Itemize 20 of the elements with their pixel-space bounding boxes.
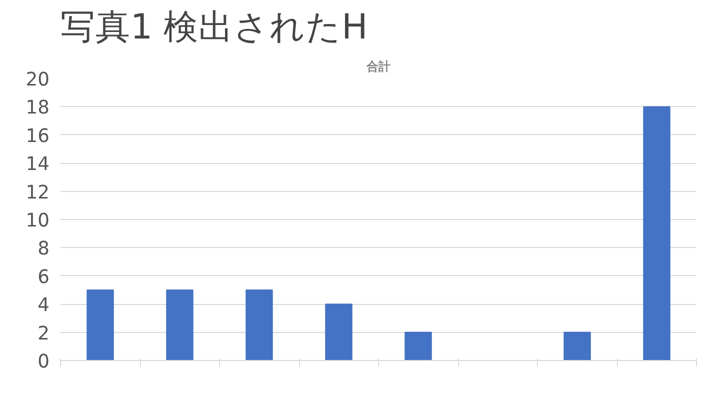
y-tick-label: 16	[26, 126, 50, 147]
y-tick-label: 12	[26, 182, 50, 204]
bar	[166, 290, 194, 360]
y-tick-label: 14	[26, 154, 50, 176]
bar	[325, 304, 352, 360]
bar	[404, 332, 432, 360]
y-tick-label: 8	[38, 238, 50, 260]
y-tick-label: 20	[26, 70, 50, 90]
bar	[246, 290, 273, 360]
chart-title: 合計	[366, 60, 390, 74]
y-tick-label: 2	[38, 323, 50, 344]
bar	[564, 332, 591, 360]
y-tick-label: 4	[38, 295, 50, 316]
text: 写真1 検出されたH	[60, 8, 368, 48]
y-tick-label: 6	[38, 266, 50, 288]
bar	[86, 290, 114, 360]
y-tick-label: 10	[26, 210, 50, 232]
y-tick-label: 0	[38, 352, 50, 372]
bar	[643, 106, 670, 360]
y-tick-label: 18	[26, 98, 50, 119]
